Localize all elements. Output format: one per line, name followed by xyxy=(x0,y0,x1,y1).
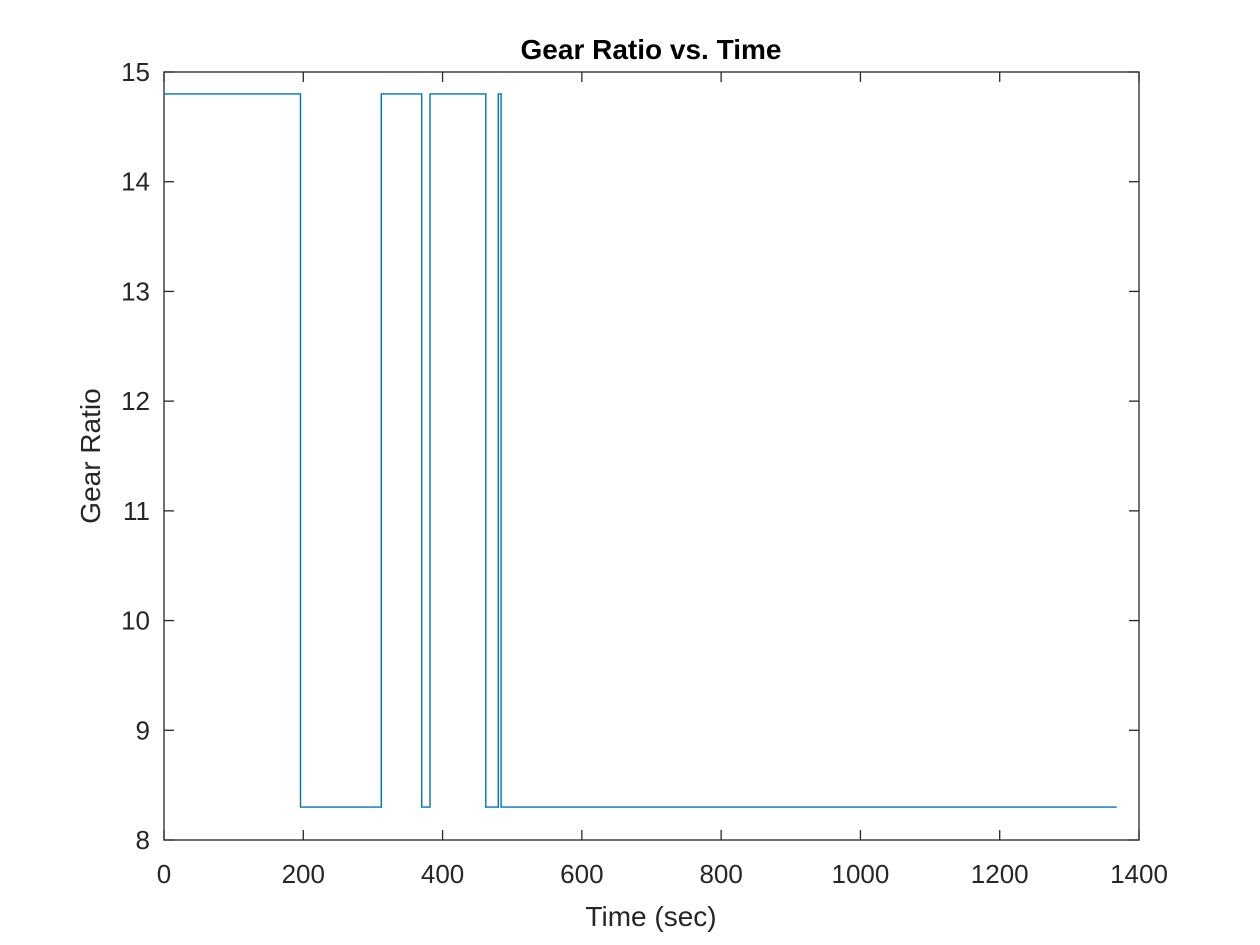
y-tick-label: 14 xyxy=(121,167,150,197)
x-tick-labels: 0 200 400 600 800 1000 1200 1400 xyxy=(157,859,1168,889)
x-tick-label: 1200 xyxy=(971,859,1029,889)
y-tick-label: 8 xyxy=(136,825,150,855)
y-tick-label: 10 xyxy=(121,606,150,636)
y-tick-labels: 8 9 10 11 12 13 14 15 xyxy=(121,57,150,855)
chart-title: Gear Ratio vs. Time xyxy=(521,34,782,65)
gear-ratio-line xyxy=(164,93,1117,808)
plot-area xyxy=(163,71,1140,841)
y-tick-label: 9 xyxy=(136,715,150,745)
x-tick-label: 200 xyxy=(282,859,325,889)
x-axis-label: Time (sec) xyxy=(585,901,716,932)
x-tick-label: 800 xyxy=(699,859,742,889)
y-tick-label: 11 xyxy=(123,496,150,526)
x-tick-label: 400 xyxy=(421,859,464,889)
x-tick-label: 1400 xyxy=(1110,859,1168,889)
y-axis-label: Gear Ratio xyxy=(75,388,106,523)
y-tick-label: 13 xyxy=(121,276,150,306)
y-tick-label: 15 xyxy=(121,57,150,87)
axis-ticks xyxy=(163,71,1140,841)
x-tick-label: 0 xyxy=(157,859,171,889)
x-tick-label: 600 xyxy=(560,859,603,889)
y-tick-label: 12 xyxy=(121,386,150,416)
x-tick-label: 1000 xyxy=(832,859,890,889)
